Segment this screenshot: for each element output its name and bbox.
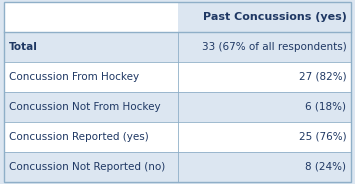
Bar — [4, 32, 351, 62]
Text: Concussion Reported (yes): Concussion Reported (yes) — [9, 132, 148, 142]
Bar — [4, 122, 351, 152]
Text: Concussion From Hockey: Concussion From Hockey — [9, 72, 139, 82]
Bar — [4, 62, 351, 92]
Bar — [4, 2, 178, 32]
Text: Concussion Not Reported (no): Concussion Not Reported (no) — [9, 162, 165, 172]
Text: 33 (67% of all respondents): 33 (67% of all respondents) — [202, 42, 346, 52]
Text: 25 (76%): 25 (76%) — [299, 132, 346, 142]
Text: Total: Total — [9, 42, 37, 52]
Text: 8 (24%): 8 (24%) — [306, 162, 346, 172]
Text: 27 (82%): 27 (82%) — [299, 72, 346, 82]
Text: Past Concussions (yes): Past Concussions (yes) — [203, 12, 347, 22]
Bar — [4, 2, 351, 32]
Text: Concussion Not From Hockey: Concussion Not From Hockey — [9, 102, 160, 112]
Bar — [4, 92, 351, 122]
Text: 6 (18%): 6 (18%) — [306, 102, 346, 112]
Bar — [4, 152, 351, 182]
